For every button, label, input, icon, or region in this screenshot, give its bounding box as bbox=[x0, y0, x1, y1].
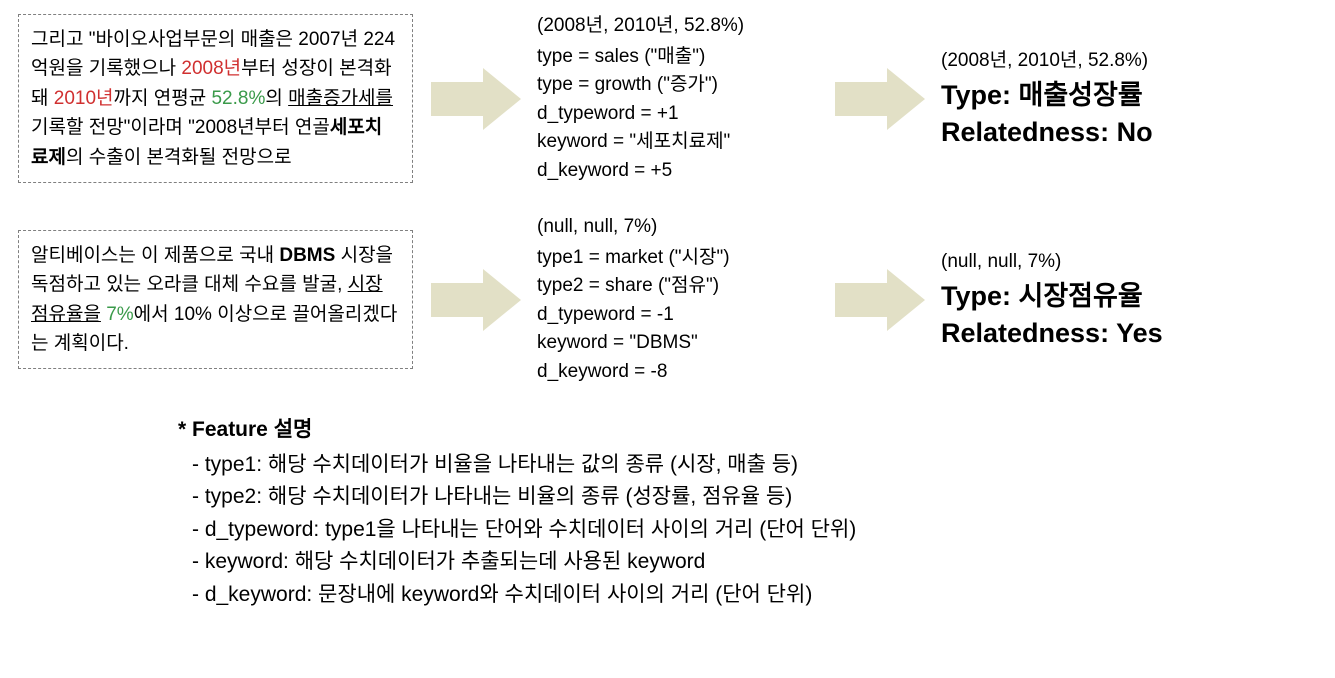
feature-line: type = sales ("매출") bbox=[537, 43, 817, 72]
legend-item: - d_keyword: 문장내에 keyword와 수치데이터 사이의 거리 … bbox=[178, 579, 1317, 612]
legend-item: - d_typeword: type1을 나타내는 단어와 수치데이터 사이의 … bbox=[178, 514, 1317, 547]
legend-item: - keyword: 해당 수치데이터가 추출되는데 사용된 keyword bbox=[178, 546, 1317, 579]
highlight-percent: 7% bbox=[106, 304, 133, 325]
result-relatedness: Relatedness: Yes bbox=[941, 315, 1163, 351]
typeword-underline: 매출증가세를 bbox=[288, 88, 393, 109]
text-fragment: 기록할 전망"이라며 "2008년부터 연골 bbox=[31, 117, 330, 138]
arrow-icon bbox=[835, 64, 925, 134]
feature-block-2: (null, null, 7%) type1 = market ("시장") t… bbox=[537, 213, 817, 386]
arrow-icon bbox=[835, 265, 925, 335]
arrow-icon bbox=[431, 265, 521, 335]
result-tuple: (null, null, 7%) bbox=[941, 248, 1163, 277]
text-fragment: 의 수출이 본격화될 전망으로 bbox=[66, 147, 292, 168]
feature-tuple: (null, null, 7%) bbox=[537, 213, 817, 242]
source-text-1: 그리고 "바이오사업부문의 매출은 2007년 224억원을 기록했으나 200… bbox=[18, 14, 413, 183]
result-block-1: (2008년, 2010년, 52.8%) Type: 매출성장률 Relate… bbox=[941, 47, 1153, 150]
feature-block-1: (2008년, 2010년, 52.8%) type = sales ("매출"… bbox=[537, 12, 817, 185]
arrow-icon bbox=[431, 64, 521, 134]
highlight-year-2008: 2008년 bbox=[181, 58, 241, 79]
result-type: Type: 시장점유율 bbox=[941, 278, 1163, 314]
legend-item: - type2: 해당 수치데이터가 나타내는 비율의 종류 (성장률, 점유율… bbox=[178, 481, 1317, 514]
example-row-1: 그리고 "바이오사업부문의 매출은 2007년 224억원을 기록했으나 200… bbox=[18, 12, 1317, 185]
legend-item: - type1: 해당 수치데이터가 비율을 나타내는 값의 종류 (시장, 매… bbox=[178, 449, 1317, 482]
result-type: Type: 매출성장률 bbox=[941, 77, 1153, 113]
feature-line: type2 = share ("점유") bbox=[537, 272, 817, 301]
feature-line: type1 = market ("시장") bbox=[537, 244, 817, 273]
source-text-2: 알티베이스는 이 제품으로 국내 DBMS 시장을 독점하고 있는 오라클 대체… bbox=[18, 230, 413, 370]
feature-line: type = growth ("증가") bbox=[537, 71, 817, 100]
keyword-bold: DBMS bbox=[279, 245, 335, 266]
feature-line: d_typeword = -1 bbox=[537, 301, 817, 330]
feature-line: keyword = "세포치료제" bbox=[537, 128, 817, 157]
text-fragment: 알티베이스는 이 제품으로 국내 bbox=[31, 245, 279, 266]
feature-line: d_keyword = -8 bbox=[537, 358, 817, 387]
feature-line: d_typeword = +1 bbox=[537, 100, 817, 129]
feature-tuple: (2008년, 2010년, 52.8%) bbox=[537, 12, 817, 41]
feature-legend: * Feature 설명 - type1: 해당 수치데이터가 비율을 나타내는… bbox=[178, 414, 1317, 611]
legend-title: * Feature 설명 bbox=[178, 414, 1317, 447]
highlight-year-2010: 2010년 bbox=[54, 88, 114, 109]
result-block-2: (null, null, 7%) Type: 시장점유율 Relatedness… bbox=[941, 248, 1163, 351]
highlight-percent: 52.8% bbox=[211, 88, 265, 109]
example-row-2: 알티베이스는 이 제품으로 국내 DBMS 시장을 독점하고 있는 오라클 대체… bbox=[18, 213, 1317, 386]
text-fragment: 의 bbox=[265, 88, 288, 109]
text-fragment: 까지 연평균 bbox=[114, 88, 212, 109]
feature-line: keyword = "DBMS" bbox=[537, 329, 817, 358]
result-tuple: (2008년, 2010년, 52.8%) bbox=[941, 47, 1153, 76]
result-relatedness: Relatedness: No bbox=[941, 114, 1153, 150]
feature-line: d_keyword = +5 bbox=[537, 157, 817, 186]
